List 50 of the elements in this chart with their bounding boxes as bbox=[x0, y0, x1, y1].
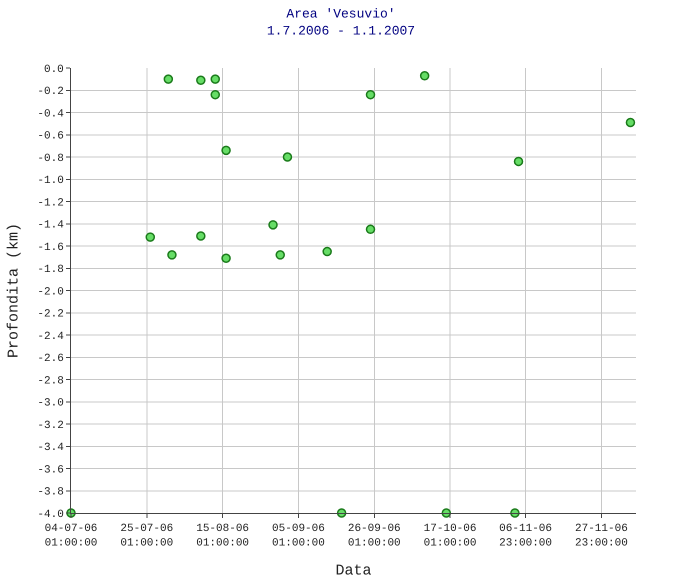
y-tick-label: -1.2 bbox=[37, 197, 64, 210]
y-tick-label: -2.2 bbox=[37, 308, 64, 321]
y-tick-label: -3.6 bbox=[37, 464, 64, 476]
x-tick-label: 05-09-06 01:00:00 bbox=[272, 523, 325, 550]
y-tick-label: -1.0 bbox=[37, 175, 64, 188]
y-tick-label: -2.6 bbox=[37, 353, 64, 366]
y-tick-label: -3.0 bbox=[37, 398, 64, 410]
point bbox=[210, 90, 220, 100]
x-tick-label: 27-11-06 23:00:00 bbox=[574, 523, 628, 550]
y-tick-label: -4.0 bbox=[37, 508, 64, 521]
y-tick-label: -3.8 bbox=[37, 486, 64, 499]
y-tick-label: -0.8 bbox=[37, 152, 64, 165]
y-tick-label: -2.8 bbox=[37, 375, 64, 388]
point bbox=[268, 220, 278, 230]
x-axis-title: Data bbox=[335, 562, 372, 580]
point bbox=[164, 74, 174, 84]
point bbox=[221, 253, 231, 263]
point bbox=[221, 146, 231, 156]
x-tick-label: 04-07-06 01:00:00 bbox=[44, 523, 98, 550]
point bbox=[626, 118, 636, 128]
point bbox=[420, 71, 430, 81]
x-tick-label: 26-09-06 01:00:00 bbox=[348, 523, 401, 550]
y-tick-label: -2.4 bbox=[37, 330, 64, 343]
x-tick-label: 15-08-06 01:00:00 bbox=[196, 523, 250, 550]
point bbox=[146, 232, 156, 242]
point bbox=[167, 250, 177, 260]
y-tick-label: -1.6 bbox=[37, 242, 64, 254]
point bbox=[282, 152, 292, 162]
point bbox=[275, 250, 285, 260]
point bbox=[196, 75, 206, 85]
x-tick-label: 06-11-06 23:00:00 bbox=[499, 523, 552, 550]
point bbox=[322, 246, 332, 256]
y-tick-label: 0.0 bbox=[44, 64, 64, 76]
point bbox=[514, 156, 524, 166]
y-tick-label: -3.4 bbox=[37, 442, 64, 454]
y-tick-label: -3.2 bbox=[37, 420, 64, 432]
y-tick-label: -1.4 bbox=[37, 220, 64, 232]
chart-title: Area 'Vesuvio' 1.7.2006 - 1.1.2007 bbox=[266, 6, 416, 39]
y-tick-label: -2.0 bbox=[37, 286, 64, 298]
y-tick-label: -0.2 bbox=[37, 86, 64, 98]
point bbox=[366, 90, 376, 100]
x-tick-label: 25-07-06 01:00:00 bbox=[120, 523, 174, 550]
y-axis-title: Profondita (km) bbox=[6, 222, 23, 358]
point bbox=[196, 231, 206, 241]
y-tick-label: -0.6 bbox=[37, 130, 64, 143]
y-tick-label: -1.8 bbox=[37, 264, 64, 276]
x-tick-label: 17-10-06 01:00:00 bbox=[424, 523, 476, 550]
point bbox=[366, 224, 376, 234]
y-tick-label: -0.4 bbox=[37, 108, 64, 120]
point bbox=[210, 74, 220, 84]
